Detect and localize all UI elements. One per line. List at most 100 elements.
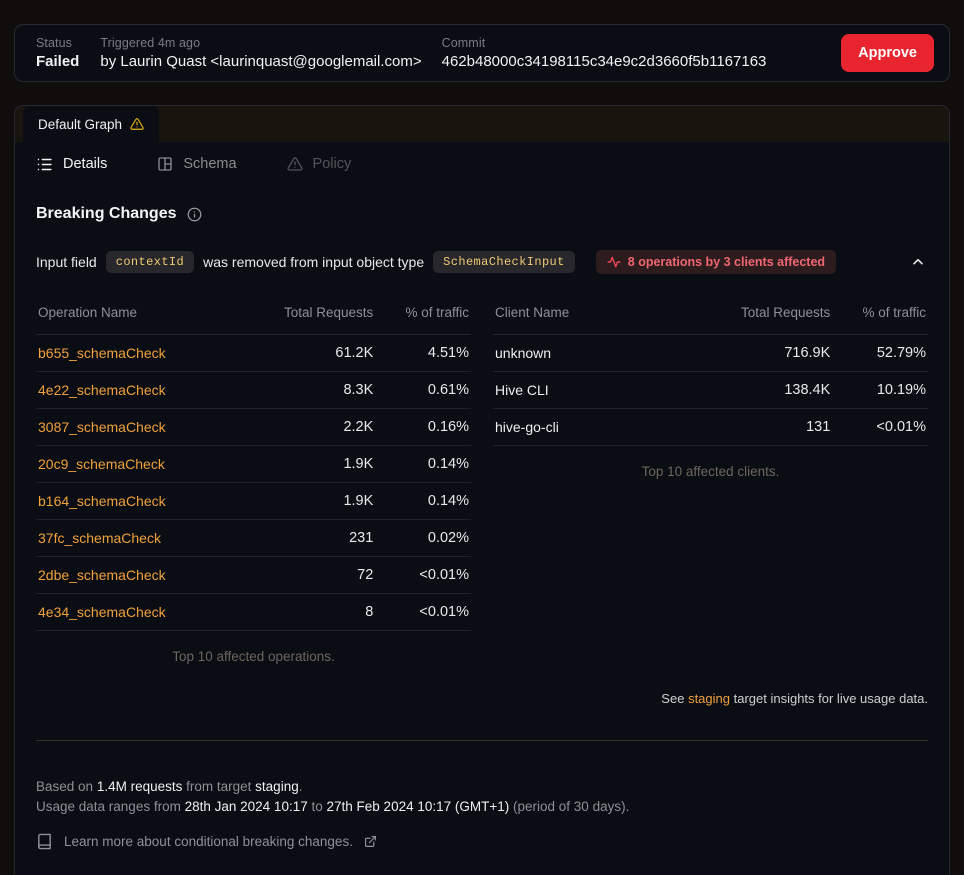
table-row: Hive CLI 138.4K 10.19% [493,371,928,409]
clients-col-requests: Total Requests [719,300,833,335]
affected-operations-badge: 8 operations by 3 clients affected [595,250,837,274]
summary-text: Usage data ranges from [36,799,181,814]
schema-check-page: Status Failed Triggered 4m ago by Laurin… [0,24,964,875]
external-link-icon [364,835,377,848]
traffic-value: 0.14% [375,445,471,483]
operation-link[interactable]: 2dbe_schemaCheck [36,556,263,594]
table-row: 37fc_schemaCheck 231 0.02% [36,519,471,557]
table-row: 4e22_schemaCheck 8.3K 0.61% [36,371,471,409]
traffic-value: <0.01% [375,593,471,631]
target-name: staging [255,779,299,794]
triggered-group: Triggered 4m ago by Laurin Quast <laurin… [100,36,421,70]
tab-details[interactable]: Details [36,156,107,173]
graph-tab-label: Default Graph [38,116,123,132]
commit-hash: 462b48000c34198115c34e9c2d3660f5b1167163 [441,53,767,70]
clients-footnote: Top 10 affected clients. [641,464,780,479]
tab-default-graph[interactable]: Default Graph [23,106,160,142]
chevron-up-icon[interactable] [908,252,928,272]
tab-details-label: Details [63,156,108,172]
operations-col-name: Operation Name [36,300,263,335]
operations-footnote: Top 10 affected operations. [172,649,335,664]
table-row: 2dbe_schemaCheck 72 <0.01% [36,556,471,594]
operation-link[interactable]: 4e22_schemaCheck [36,371,263,409]
breaking-changes-title: Breaking Changes [36,205,177,222]
requests-value: 131 [719,408,833,446]
breaking-change-header[interactable]: Input field contextId was removed from i… [36,250,928,274]
triangle-alert-icon [286,156,303,172]
operation-link[interactable]: 37fc_schemaCheck [36,519,263,557]
learn-more-link[interactable]: Learn more about conditional breaking ch… [36,833,928,850]
schema-panels-icon [157,156,173,172]
learn-more-label: Learn more about conditional breaking ch… [64,834,353,849]
requests-value: 716.9K [719,334,833,372]
table-row: unknown 716.9K 52.79% [493,334,928,372]
triggered-label: Triggered 4m ago [100,36,201,50]
tab-policy[interactable]: Policy [286,156,352,172]
insights-suffix: target insights for live usage data. [733,691,928,706]
table-row: 3087_schemaCheck 2.2K 0.16% [36,408,471,446]
requests-value: 138.4K [719,371,833,409]
traffic-value: 4.51% [375,334,471,372]
requests-value: 2.2K [262,408,376,446]
summary-text: to [311,799,323,814]
table-row: b655_schemaCheck 61.2K 4.51% [36,334,471,372]
operation-link[interactable]: 3087_schemaCheck [36,408,263,446]
client-name: Hive CLI [493,371,720,409]
list-icon [36,156,53,173]
usage-summary-line1: Based on 1.4M requests from target stagi… [36,777,928,797]
check-status-card: Status Failed Triggered 4m ago by Laurin… [14,24,950,82]
field-code-badge: contextId [105,251,195,273]
clients-table: Client Name Total Requests % of traffic … [493,300,928,446]
operations-column: Operation Name Total Requests % of traff… [36,300,471,664]
details-content: Breaking Changes Input field contextId w… [15,184,949,850]
operation-link[interactable]: b164_schemaCheck [36,482,263,520]
staging-target-link[interactable]: staging [688,691,730,706]
info-icon[interactable] [187,207,202,222]
summary-text: . [298,779,303,794]
traffic-value: 10.19% [832,371,928,409]
usage-tables: Operation Name Total Requests % of traff… [36,300,928,664]
clients-column: Client Name Total Requests % of traffic … [493,300,928,479]
clients-header-row: Client Name Total Requests % of traffic [493,300,928,335]
operation-link[interactable]: 4e34_schemaCheck [36,593,263,631]
traffic-value: 52.79% [832,334,928,372]
clients-col-traffic: % of traffic [832,300,928,335]
triangle-alert-icon [130,117,144,131]
traffic-value: 0.61% [375,371,471,409]
requests-value: 231 [262,519,376,557]
summary-text: from target [186,779,252,794]
requests-total: 1.4M requests [96,779,183,794]
view-tabs: Details Schema Policy [15,142,949,184]
traffic-value: 0.14% [375,482,471,520]
status-value: Failed [36,53,80,70]
summary-text: (period of 30 days). [513,799,630,814]
range-start: 28th Jan 2024 10:17 [184,799,308,814]
affected-badge-label: 8 operations by 3 clients affected [627,255,826,269]
traffic-value: 0.02% [375,519,471,557]
table-row: b164_schemaCheck 1.9K 0.14% [36,482,471,520]
traffic-value: <0.01% [375,556,471,594]
commit-group: Commit 462b48000c34198115c34e9c2d3660f5b… [442,36,767,70]
section-title-row: Breaking Changes [36,205,928,223]
traffic-value: 0.16% [375,408,471,446]
range-end: 27th Feb 2024 10:17 (GMT+1) [326,799,510,814]
table-row: 20c9_schemaCheck 1.9K 0.14% [36,445,471,483]
activity-pulse-icon [607,255,621,269]
tab-schema[interactable]: Schema [157,156,237,172]
summary-text: Based on [36,779,94,794]
requests-value: 72 [262,556,376,594]
requests-value: 8 [262,593,376,631]
insights-prefix: See [661,691,685,706]
requests-value: 1.9K [262,445,376,483]
operation-link[interactable]: b655_schemaCheck [36,334,263,372]
tab-policy-label: Policy [312,156,352,172]
usage-summary: Based on 1.4M requests from target stagi… [36,777,928,817]
tab-schema-label: Schema [183,156,237,172]
operation-link[interactable]: 20c9_schemaCheck [36,445,263,483]
status-label: Status [36,36,73,50]
client-name: hive-go-cli [493,408,720,446]
usage-summary-line2: Usage data ranges from 28th Jan 2024 10:… [36,797,928,817]
requests-value: 8.3K [262,371,376,409]
check-details-card: Default Graph Details Schema [14,105,950,875]
approve-button[interactable]: Approve [841,34,934,72]
